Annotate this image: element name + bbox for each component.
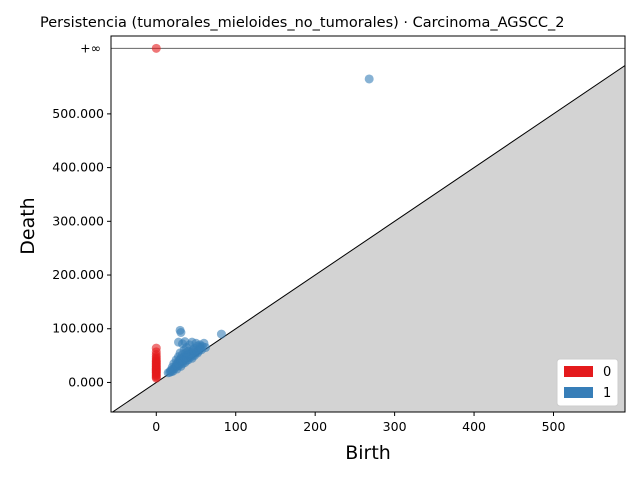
- x-tick-label: 0: [152, 419, 160, 434]
- point-series-1-66: [182, 353, 192, 363]
- point-series-1-63: [195, 342, 205, 352]
- point-series-1-1: [216, 329, 226, 339]
- point-series-0-25: [151, 373, 161, 383]
- legend-swatch-0: [564, 366, 593, 377]
- infinity-tick-label: +∞: [80, 40, 101, 55]
- point-series-1-68: [166, 367, 176, 377]
- y-axis-label: Death: [17, 197, 39, 254]
- y-tick-label: 400.000: [52, 160, 104, 175]
- point-series-0-0: [151, 43, 161, 53]
- plot-area: [111, 43, 625, 412]
- legend-label-1: 1: [603, 386, 611, 401]
- x-tick-label: 100: [224, 419, 248, 434]
- y-tick-label: 200.000: [52, 267, 104, 282]
- legend: 0 1: [556, 358, 619, 407]
- point-series-1-69: [172, 361, 182, 371]
- legend-swatch-1: [564, 387, 593, 398]
- x-axis: 0 100 200 300 400 500: [152, 412, 565, 434]
- legend-label-0: 0: [603, 365, 611, 380]
- x-axis-label: Birth: [345, 442, 391, 464]
- point-series-1-3: [176, 328, 186, 338]
- points-layer: [151, 43, 374, 383]
- chart-title: Persistencia (tumorales_mieloides_no_tum…: [40, 15, 564, 31]
- point-series-1-61: [188, 345, 198, 355]
- y-tick-label: 300.000: [52, 213, 104, 228]
- point-series-1-0: [364, 74, 374, 84]
- x-tick-label: 300: [383, 419, 407, 434]
- axes-frame: [110, 35, 626, 413]
- x-tick-label: 400: [462, 419, 486, 434]
- y-tick-label: 100.000: [52, 321, 104, 336]
- y-tick-label: 500.000: [52, 106, 104, 121]
- y-tick-label: 0.000: [68, 374, 104, 389]
- y-axis: 0.000 100.000 200.000 300.000 400.000 500.000: [52, 106, 111, 389]
- x-tick-label: 500: [542, 419, 566, 434]
- x-tick-label: 200: [303, 419, 327, 434]
